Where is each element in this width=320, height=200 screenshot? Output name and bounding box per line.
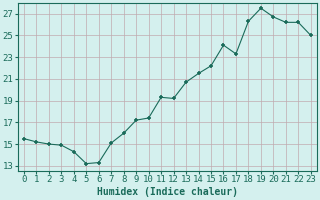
X-axis label: Humidex (Indice chaleur): Humidex (Indice chaleur) bbox=[97, 187, 238, 197]
